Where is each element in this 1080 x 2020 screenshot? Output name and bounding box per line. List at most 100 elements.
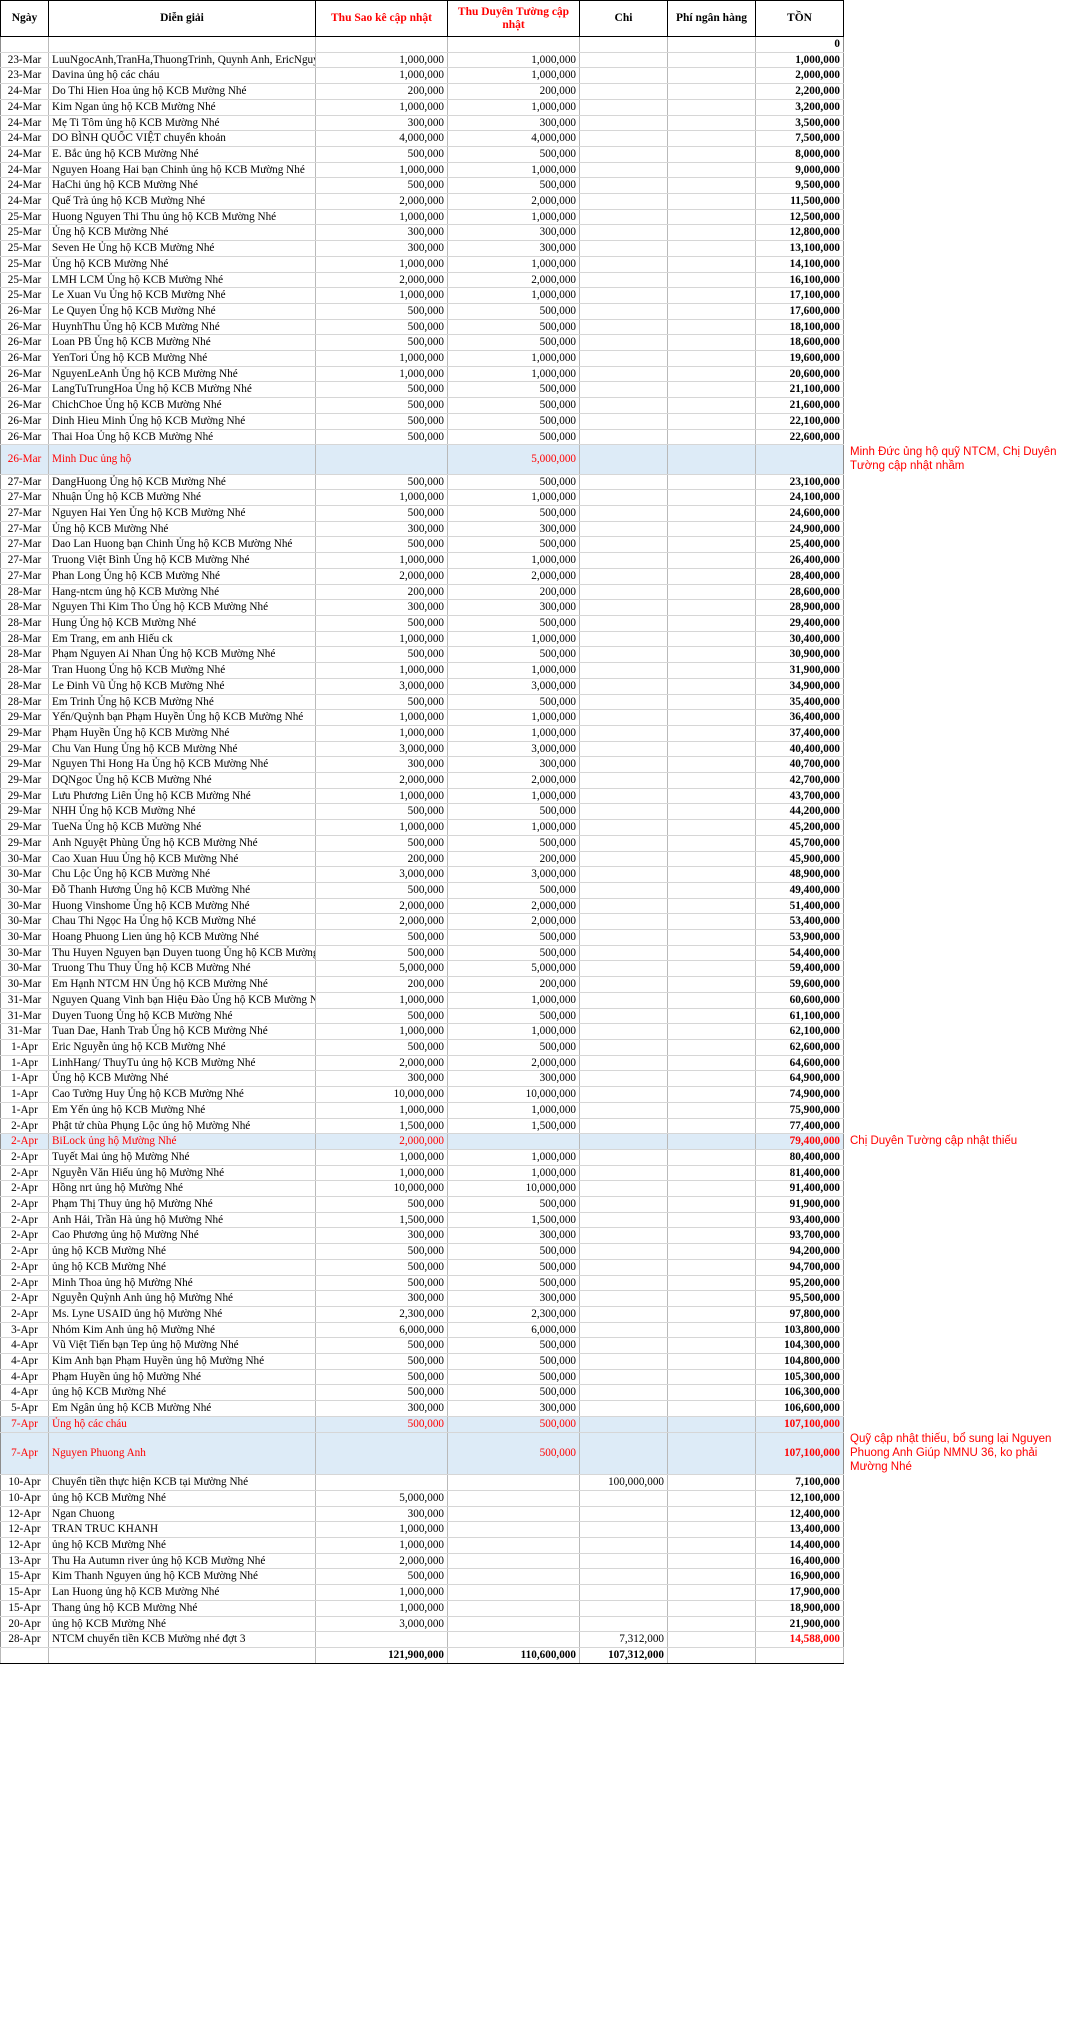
cell-description[interactable]: Nguyễn Quỳnh Anh ủng hộ Mường Nhé [48, 1290, 316, 1307]
cell-ton[interactable]: 75,900,000 [755, 1101, 844, 1119]
cell-thu-duyen-tuong[interactable]: 1,000,000 [447, 991, 580, 1009]
cell-date[interactable]: 2-Apr [0, 1164, 49, 1182]
cell-ton[interactable]: 106,600,000 [755, 1400, 844, 1417]
cell-description[interactable]: NTCM chuyển tiền KCB Mường nhé đợt 3 [48, 1631, 316, 1648]
cell-description[interactable]: Nhóm Kim Anh ủng hộ Mường Nhé [48, 1321, 316, 1339]
cell-bank-fee[interactable] [667, 1023, 756, 1040]
cell-bank-fee[interactable] [667, 1353, 756, 1370]
cell-thu-sao-ke[interactable]: 500,000 [315, 615, 448, 632]
cell-bank-fee[interactable] [667, 1368, 756, 1386]
cell-date[interactable]: 29-Mar [0, 834, 49, 852]
cell-chi[interactable] [579, 520, 668, 538]
cell-thu-duyen-tuong[interactable] [447, 1505, 580, 1523]
table-row[interactable]: 12-Apr TRAN TRUC KHANH 1,000,000 13,400,000 [0, 1521, 1080, 1538]
cell-bank-fee[interactable] [667, 350, 756, 367]
cell-bank-fee[interactable] [667, 365, 756, 383]
cell-chi[interactable] [579, 36, 668, 53]
cell-description[interactable]: NguyenLeAnh Ủng hộ KCB Mường Nhé [48, 365, 316, 383]
cell-bank-fee[interactable] [667, 412, 756, 430]
cell-date[interactable]: 2-Apr [0, 1133, 49, 1150]
cell-description[interactable]: DO BÌNH QUỐC VIỆT chuyển khoản [48, 130, 316, 147]
cell-thu-sao-ke[interactable]: 500,000 [315, 929, 448, 946]
cell-thu-duyen-tuong[interactable]: 1,000,000 [447, 819, 580, 836]
cell-thu-duyen-tuong[interactable]: 1,000,000 [447, 489, 580, 507]
table-row[interactable]: 26-Mar HuynhThu Ủng hộ KCB Mường Nhé 500,0… [0, 318, 1080, 336]
cell-date[interactable]: 25-Mar [0, 255, 49, 273]
cell-thu-sao-ke[interactable]: 2,000,000 [315, 567, 448, 585]
cell-bank-fee[interactable] [667, 1086, 756, 1103]
table-row[interactable]: 25-Mar Le Xuan Vu Ủng hộ KCB Mường Nhé 1,0… [0, 287, 1080, 304]
cell-bank-fee[interactable] [667, 193, 756, 210]
cell-thu-sao-ke[interactable]: 500,000 [315, 693, 448, 711]
cell-thu-sao-ke[interactable] [315, 1431, 448, 1476]
cell-description[interactable]: Nhuận Ủng hộ KCB Mường Nhé [48, 489, 316, 507]
cell-ton[interactable]: 34,900,000 [755, 677, 844, 695]
cell-bank-fee[interactable] [667, 881, 756, 899]
cell-bank-fee[interactable] [667, 1615, 756, 1633]
cell-thu-sao-ke[interactable]: 10,000,000 [315, 1180, 448, 1198]
table-row[interactable]: 24-Mar E. Bắc ủng hộ KCB Mường Nhé 500,000… [0, 145, 1080, 163]
cell-thu-sao-ke[interactable]: 500,000 [315, 881, 448, 899]
cell-date[interactable]: 29-Mar [0, 740, 49, 758]
cell-bank-fee[interactable] [667, 662, 756, 679]
cell-ton[interactable]: 21,100,000 [755, 381, 844, 399]
cell-chi[interactable] [579, 1180, 668, 1198]
cell-ton[interactable]: 42,700,000 [755, 772, 844, 789]
cell-ton[interactable]: 94,200,000 [755, 1243, 844, 1260]
table-row[interactable]: 30-Mar Hoang Phuong Lien ủng hộ KCB Mường… [0, 929, 1080, 946]
cell-date[interactable]: 2-Apr [0, 1258, 49, 1276]
cell-ton[interactable]: 22,600,000 [755, 428, 844, 446]
cell-date[interactable]: 28-Mar [0, 646, 49, 664]
cell-thu-duyen-tuong[interactable] [447, 1521, 580, 1538]
cell-date[interactable]: 28-Mar [0, 615, 49, 632]
cell-date[interactable]: 4-Apr [0, 1368, 49, 1386]
cell-description[interactable]: Lưu Phương Liên Ủng hộ KCB Mường Nhé [48, 787, 316, 805]
cell-ton[interactable]: 59,400,000 [755, 960, 844, 978]
cell-chi[interactable] [579, 365, 668, 383]
cell-ton[interactable]: 107,100,000 [755, 1431, 844, 1476]
cell-bank-fee[interactable] [667, 1400, 756, 1417]
cell-bank-fee[interactable] [667, 51, 756, 69]
cell-date[interactable]: 24-Mar [0, 193, 49, 210]
cell-chi[interactable] [579, 83, 668, 100]
cell-thu-duyen-tuong[interactable]: 2,000,000 [447, 567, 580, 585]
cell-description[interactable] [48, 36, 316, 53]
cell-date[interactable]: 26-Mar [0, 444, 49, 475]
table-row[interactable]: 30-Mar Thu Huyen Nguyen bạn Duyen tuong Ủ… [0, 944, 1080, 962]
cell-description[interactable]: LMH LCM Ủng hộ KCB Mường Nhé [48, 271, 316, 289]
cell-description[interactable]: Cao Phương ủng hộ Mường Nhé [48, 1227, 316, 1245]
table-row[interactable]: 30-Mar Chu Lộc Ủng hộ KCB Mường Nhé 3,000,… [0, 866, 1080, 883]
cell-description[interactable]: Ủng hộ KCB Mường Nhé [48, 1070, 316, 1088]
cell-thu-sao-ke[interactable]: 1,000,000 [315, 662, 448, 679]
cell-chi[interactable] [579, 318, 668, 336]
cell-date[interactable]: 1-Apr [0, 1070, 49, 1088]
cell-description[interactable]: Le Xuan Vu Ủng hộ KCB Mường Nhé [48, 287, 316, 304]
cell-ton[interactable] [755, 444, 844, 475]
cell-ton-opening[interactable]: 0 [755, 36, 844, 53]
table-row[interactable]: 28-Mar Tran Huong Ủng hộ KCB Mường Nhé 1,0… [0, 662, 1080, 679]
cell-date[interactable]: 2-Apr [0, 1227, 49, 1245]
cell-description[interactable]: Chu Lộc Ủng hộ KCB Mường Nhé [48, 866, 316, 883]
cell-bank-fee[interactable] [667, 1431, 756, 1476]
cell-thu-duyen-tuong[interactable]: 2,000,000 [447, 897, 580, 915]
cell-description[interactable]: LinhHang/ ThuyTu ủng hộ KCB Mường Nhé [48, 1054, 316, 1072]
cell-description[interactable]: Hung Ủng hộ KCB Mường Nhé [48, 615, 316, 632]
cell-description[interactable]: ChichChoe Ủng hộ KCB Mường Nhé [48, 397, 316, 414]
cell-ton[interactable]: 2,200,000 [755, 83, 844, 100]
cell-thu-duyen-tuong[interactable]: 200,000 [447, 850, 580, 868]
cell-chi[interactable] [579, 756, 668, 774]
cell-description[interactable]: Ủng hộ các cháu [48, 1415, 316, 1433]
cell-date[interactable]: 25-Mar [0, 224, 49, 242]
cell-thu-sao-ke[interactable]: 300,000 [315, 756, 448, 774]
table-row[interactable]: 29-Mar NHH Ủng hộ KCB Mường Nhé 500,000 500… [0, 803, 1080, 821]
cell-chi[interactable] [579, 646, 668, 664]
cell-date[interactable]: 24-Mar [0, 114, 49, 132]
cell-description[interactable]: LuuNgocAnh,TranHa,ThuongTrinh, Quynh Anh… [48, 51, 316, 69]
table-row[interactable]: 26-Mar Loan PB Ủng hộ KCB Mường Nhé 500,00… [0, 334, 1080, 352]
cell-date[interactable]: 24-Mar [0, 98, 49, 116]
cell-chi[interactable] [579, 114, 668, 132]
cell-ton[interactable]: 21,600,000 [755, 397, 844, 414]
cell-chi[interactable] [579, 130, 668, 147]
table-row[interactable]: 28-Apr NTCM chuyển tiền KCB Mường nhé đợt… [0, 1631, 1080, 1648]
cell-chi[interactable] [579, 302, 668, 320]
